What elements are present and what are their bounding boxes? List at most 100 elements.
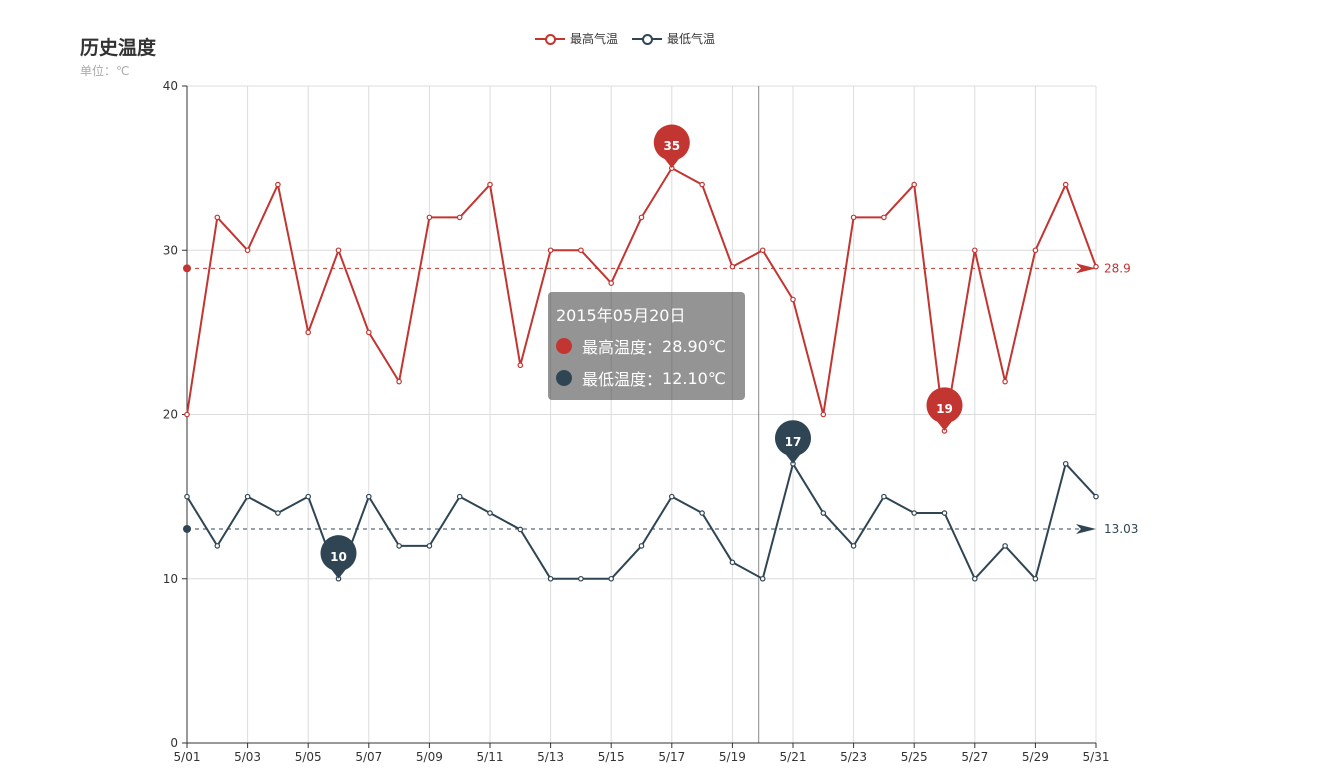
legend-line-icon xyxy=(535,32,565,46)
data-point xyxy=(850,214,857,221)
data-point xyxy=(214,214,221,221)
data-point xyxy=(275,181,281,188)
y-tick-label: 10 xyxy=(163,572,178,586)
data-point xyxy=(244,493,251,500)
chart-subtitle: 单位：℃ xyxy=(80,64,130,78)
series-dot-icon xyxy=(556,338,572,354)
legend: 最高气温 最低气温 xyxy=(535,30,715,47)
pin-marker-label: 10 xyxy=(330,550,347,564)
data-point xyxy=(941,510,948,516)
x-tick-label: 5/23 xyxy=(840,750,867,764)
data-point xyxy=(638,543,645,549)
x-tick-label: 5/09 xyxy=(416,750,443,764)
pin-marker-icon xyxy=(320,535,357,579)
data-point xyxy=(638,214,645,221)
data-point xyxy=(365,329,372,336)
data-point xyxy=(487,181,493,188)
data-point xyxy=(578,247,584,254)
tooltip-title: 2015年05月20日 xyxy=(556,306,686,325)
average-start-marker xyxy=(183,524,191,533)
data-point xyxy=(487,510,493,516)
data-point xyxy=(699,510,705,516)
chart-title: 历史温度 xyxy=(80,37,157,59)
pin-marker-icon xyxy=(775,420,812,464)
data-point xyxy=(275,510,281,516)
series-0: 28.9 35 19 xyxy=(183,124,1131,434)
pin-marker-label: 17 xyxy=(785,435,802,449)
data-point xyxy=(881,214,887,221)
pin-marker-icon xyxy=(926,387,963,431)
series-dot-icon xyxy=(556,370,572,386)
y-tick-label: 0 xyxy=(170,736,178,750)
tooltip: 2015年05月20日 最高温度： 28.90℃ 最低温度： 12.10℃ xyxy=(548,292,745,400)
x-tick-label: 5/05 xyxy=(295,750,322,764)
x-tick-label: 5/21 xyxy=(780,750,807,764)
data-point xyxy=(759,247,766,254)
data-point xyxy=(759,575,766,582)
tooltip-separator: ： xyxy=(646,370,663,389)
data-point xyxy=(547,247,554,254)
average-start-marker xyxy=(183,264,191,273)
x-tick-label: 5/01 xyxy=(174,750,201,764)
average-arrow-icon xyxy=(1076,523,1096,534)
data-point xyxy=(1093,493,1099,500)
data-point xyxy=(456,493,463,500)
data-point xyxy=(365,493,372,500)
tooltip-value-low: 12.10℃ xyxy=(662,368,726,388)
data-point xyxy=(608,575,615,582)
data-point xyxy=(1093,263,1099,270)
average-label: 13.03 xyxy=(1104,522,1138,536)
data-point xyxy=(850,543,857,549)
x-tick-label: 5/07 xyxy=(355,750,382,764)
x-tick-label: 5/03 xyxy=(234,750,261,764)
data-point xyxy=(396,543,402,549)
y-tick-label: 30 xyxy=(163,243,178,257)
legend-label-low: 最低气温 xyxy=(667,32,716,46)
legend-line-icon xyxy=(632,32,663,46)
data-point xyxy=(517,526,524,533)
data-point xyxy=(1002,543,1008,549)
data-point xyxy=(184,493,190,500)
x-tick-label: 5/27 xyxy=(961,750,988,764)
x-tick-label: 5/11 xyxy=(477,750,504,764)
data-point xyxy=(820,510,827,516)
data-point xyxy=(426,214,433,221)
x-tick-label: 5/25 xyxy=(901,750,928,764)
tooltip-name-low: 最低温度 xyxy=(582,370,647,389)
y-tick-label: 40 xyxy=(163,79,178,93)
tooltip-value-high: 28.90℃ xyxy=(662,336,726,356)
data-point xyxy=(971,575,978,582)
data-point xyxy=(911,510,918,516)
tooltip-row-high: 最高温度： 28.90℃ xyxy=(556,334,737,358)
data-point xyxy=(578,575,584,582)
average-label: 28.9 xyxy=(1104,261,1131,275)
data-point xyxy=(1002,378,1008,385)
data-point xyxy=(911,181,918,188)
data-point xyxy=(608,280,615,286)
tooltip-name-high: 最高温度 xyxy=(582,338,647,357)
average-arrow-icon xyxy=(1076,263,1096,274)
x-tick-label: 5/13 xyxy=(537,750,564,764)
data-point xyxy=(426,543,433,549)
data-point xyxy=(305,329,312,336)
data-point xyxy=(396,378,402,385)
data-point xyxy=(1032,575,1039,582)
data-point xyxy=(1032,247,1039,254)
data-point xyxy=(729,559,736,566)
data-point xyxy=(335,247,342,254)
data-point xyxy=(881,493,887,500)
pin-marker-label: 35 xyxy=(663,139,680,153)
legend-item-low[interactable]: 最低气温 xyxy=(632,30,715,47)
x-tick-label: 5/17 xyxy=(658,750,685,764)
legend-item-high[interactable]: 最高气温 xyxy=(535,30,618,47)
data-point xyxy=(971,247,978,254)
data-point xyxy=(244,247,251,254)
tooltip-row-low: 最低温度： 12.10℃ xyxy=(556,366,737,390)
legend-label-high: 最高气温 xyxy=(570,32,619,46)
data-point xyxy=(729,263,736,270)
data-point xyxy=(184,411,190,418)
series-1: 13.03 17 10 xyxy=(183,420,1138,582)
pin-marker-label: 19 xyxy=(936,402,953,416)
data-point xyxy=(517,362,524,369)
